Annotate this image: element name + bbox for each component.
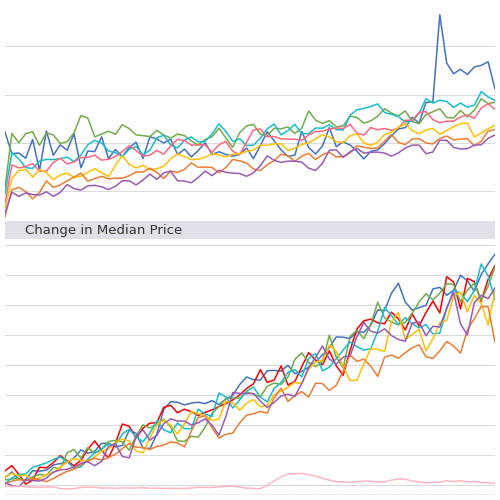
Text: Change in Median Price: Change in Median Price xyxy=(24,224,182,237)
